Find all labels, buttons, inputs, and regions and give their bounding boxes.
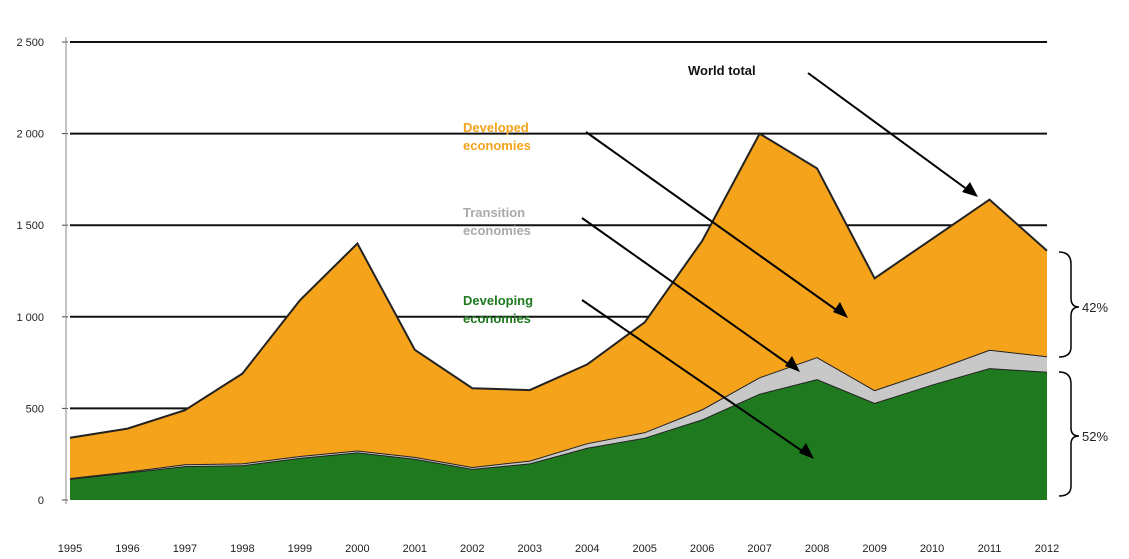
transition-label-line1: Transition [463, 205, 525, 220]
y-tick-label: 500 [26, 403, 44, 415]
x-tick-label: 2007 [747, 543, 771, 555]
x-tick-label: 1998 [230, 543, 254, 555]
world-total-arrowhead [962, 182, 978, 197]
developed-label-line1: Developed [463, 120, 529, 135]
x-tick-label: 2010 [920, 543, 944, 555]
x-tick-label: 1997 [173, 543, 197, 555]
developed-label-line2: economies [463, 138, 531, 153]
x-tick-label: 2003 [518, 543, 542, 555]
y-tick-label: 1 000 [16, 312, 44, 324]
brace-upper [1059, 252, 1079, 357]
x-tick-label: 2002 [460, 543, 484, 555]
world-total-label: World total [688, 63, 756, 78]
x-tick-label: 2000 [345, 543, 369, 555]
y-tick-label: 2 500 [16, 37, 44, 49]
transition-label-line2: economies [463, 223, 531, 238]
share-braces [1059, 252, 1079, 496]
x-tick-label: 1999 [288, 543, 312, 555]
share-upper-label: 42% [1082, 300, 1108, 315]
x-tick-label: 1996 [115, 543, 139, 555]
x-tick-label: 2012 [1035, 543, 1059, 555]
x-tick-label: 2009 [862, 543, 886, 555]
x-tick-label: 2001 [403, 543, 427, 555]
x-tick-label: 2011 [978, 543, 1002, 555]
brace-lower [1059, 372, 1079, 496]
x-tick-label: 2008 [805, 543, 829, 555]
y-tick-label: 2 000 [16, 129, 44, 141]
developing-label-line2: economies [463, 311, 531, 326]
x-tick-label: 2005 [632, 543, 656, 555]
x-tick-label: 2004 [575, 543, 599, 555]
y-tick-label: 0 [38, 495, 44, 507]
developing-label-line1: Developing [463, 293, 533, 308]
x-axis-ticks: 1995 1996 1997 1998 1999 2000 2001 2002 2003 2004… [58, 543, 1059, 555]
y-tick-label: 1 500 [16, 220, 44, 232]
share-lower-label: 52% [1082, 429, 1108, 444]
x-tick-label: 2006 [690, 543, 714, 555]
x-tick-label: 1995 [58, 543, 82, 555]
y-axis-ticks: 0 500 1 000 1 500 2 000 2 500 [16, 37, 68, 507]
